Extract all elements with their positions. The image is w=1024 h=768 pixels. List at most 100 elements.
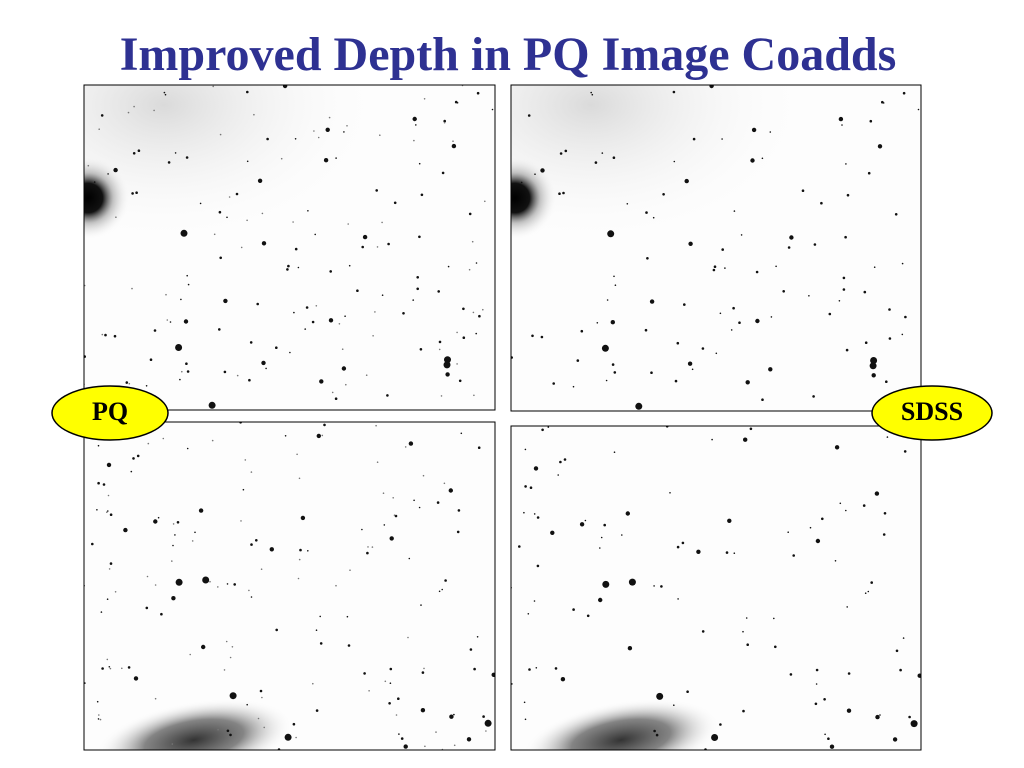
star <box>407 636 409 639</box>
star <box>809 526 812 529</box>
star <box>96 509 98 511</box>
star <box>746 643 749 646</box>
star <box>652 216 655 219</box>
star <box>901 333 904 336</box>
star <box>438 348 441 351</box>
star <box>613 371 617 374</box>
star <box>335 157 337 159</box>
star <box>864 341 868 345</box>
star <box>315 709 319 712</box>
star <box>229 733 232 737</box>
star <box>97 444 100 447</box>
star <box>284 435 287 437</box>
star <box>123 527 128 533</box>
star <box>100 611 103 613</box>
star <box>681 541 685 545</box>
star <box>435 731 437 733</box>
sky-image <box>511 85 921 411</box>
star <box>745 617 748 619</box>
star <box>846 193 850 197</box>
star <box>827 737 830 740</box>
star <box>564 149 568 153</box>
star <box>366 551 369 555</box>
star <box>292 221 294 223</box>
star <box>211 439 214 442</box>
star <box>524 448 527 451</box>
star <box>371 546 374 548</box>
star <box>471 240 474 243</box>
star <box>109 667 112 670</box>
star <box>684 178 689 184</box>
star <box>773 617 775 620</box>
star <box>298 558 301 561</box>
star <box>312 682 314 685</box>
star <box>745 380 750 385</box>
star <box>164 93 167 96</box>
star <box>149 358 153 362</box>
star <box>738 321 741 325</box>
star <box>719 312 722 315</box>
star <box>418 506 421 509</box>
star <box>305 306 309 309</box>
star <box>175 344 183 351</box>
star <box>844 235 847 239</box>
star <box>163 91 166 94</box>
star <box>226 216 228 219</box>
star <box>892 737 898 742</box>
star <box>108 568 111 570</box>
star <box>147 442 150 445</box>
star <box>686 690 689 693</box>
star <box>644 328 648 332</box>
star <box>249 341 253 344</box>
star <box>721 248 724 251</box>
star <box>375 424 377 427</box>
star <box>145 385 148 387</box>
star <box>867 171 871 175</box>
star <box>114 591 117 593</box>
image-panels <box>83 84 922 751</box>
star <box>304 328 307 330</box>
star <box>801 189 805 192</box>
star <box>166 319 169 321</box>
star <box>655 733 659 737</box>
star <box>473 394 475 397</box>
star <box>475 262 478 264</box>
star <box>441 588 444 591</box>
star <box>677 598 679 600</box>
star <box>815 683 818 685</box>
star <box>842 288 846 291</box>
star <box>219 133 222 136</box>
star <box>218 210 222 214</box>
star <box>375 189 379 192</box>
star <box>669 492 671 494</box>
star <box>167 161 171 164</box>
star <box>171 743 174 745</box>
star <box>420 604 422 606</box>
star <box>886 436 889 438</box>
star <box>257 178 263 183</box>
star <box>601 344 609 352</box>
star <box>904 315 907 319</box>
star <box>903 450 907 453</box>
star <box>91 542 94 546</box>
star <box>688 241 693 246</box>
star <box>356 289 359 293</box>
star <box>275 628 279 632</box>
star <box>317 136 320 139</box>
star <box>372 335 374 337</box>
star <box>171 560 173 562</box>
star <box>518 545 521 548</box>
star <box>386 394 389 397</box>
star <box>742 630 744 633</box>
image-border <box>83 421 496 751</box>
star <box>404 446 407 448</box>
star <box>250 596 253 598</box>
star <box>213 233 216 236</box>
star <box>823 698 826 701</box>
star <box>403 744 408 749</box>
star <box>462 336 466 340</box>
star <box>263 726 266 729</box>
star <box>402 312 405 315</box>
star <box>415 124 417 126</box>
star <box>419 348 423 351</box>
